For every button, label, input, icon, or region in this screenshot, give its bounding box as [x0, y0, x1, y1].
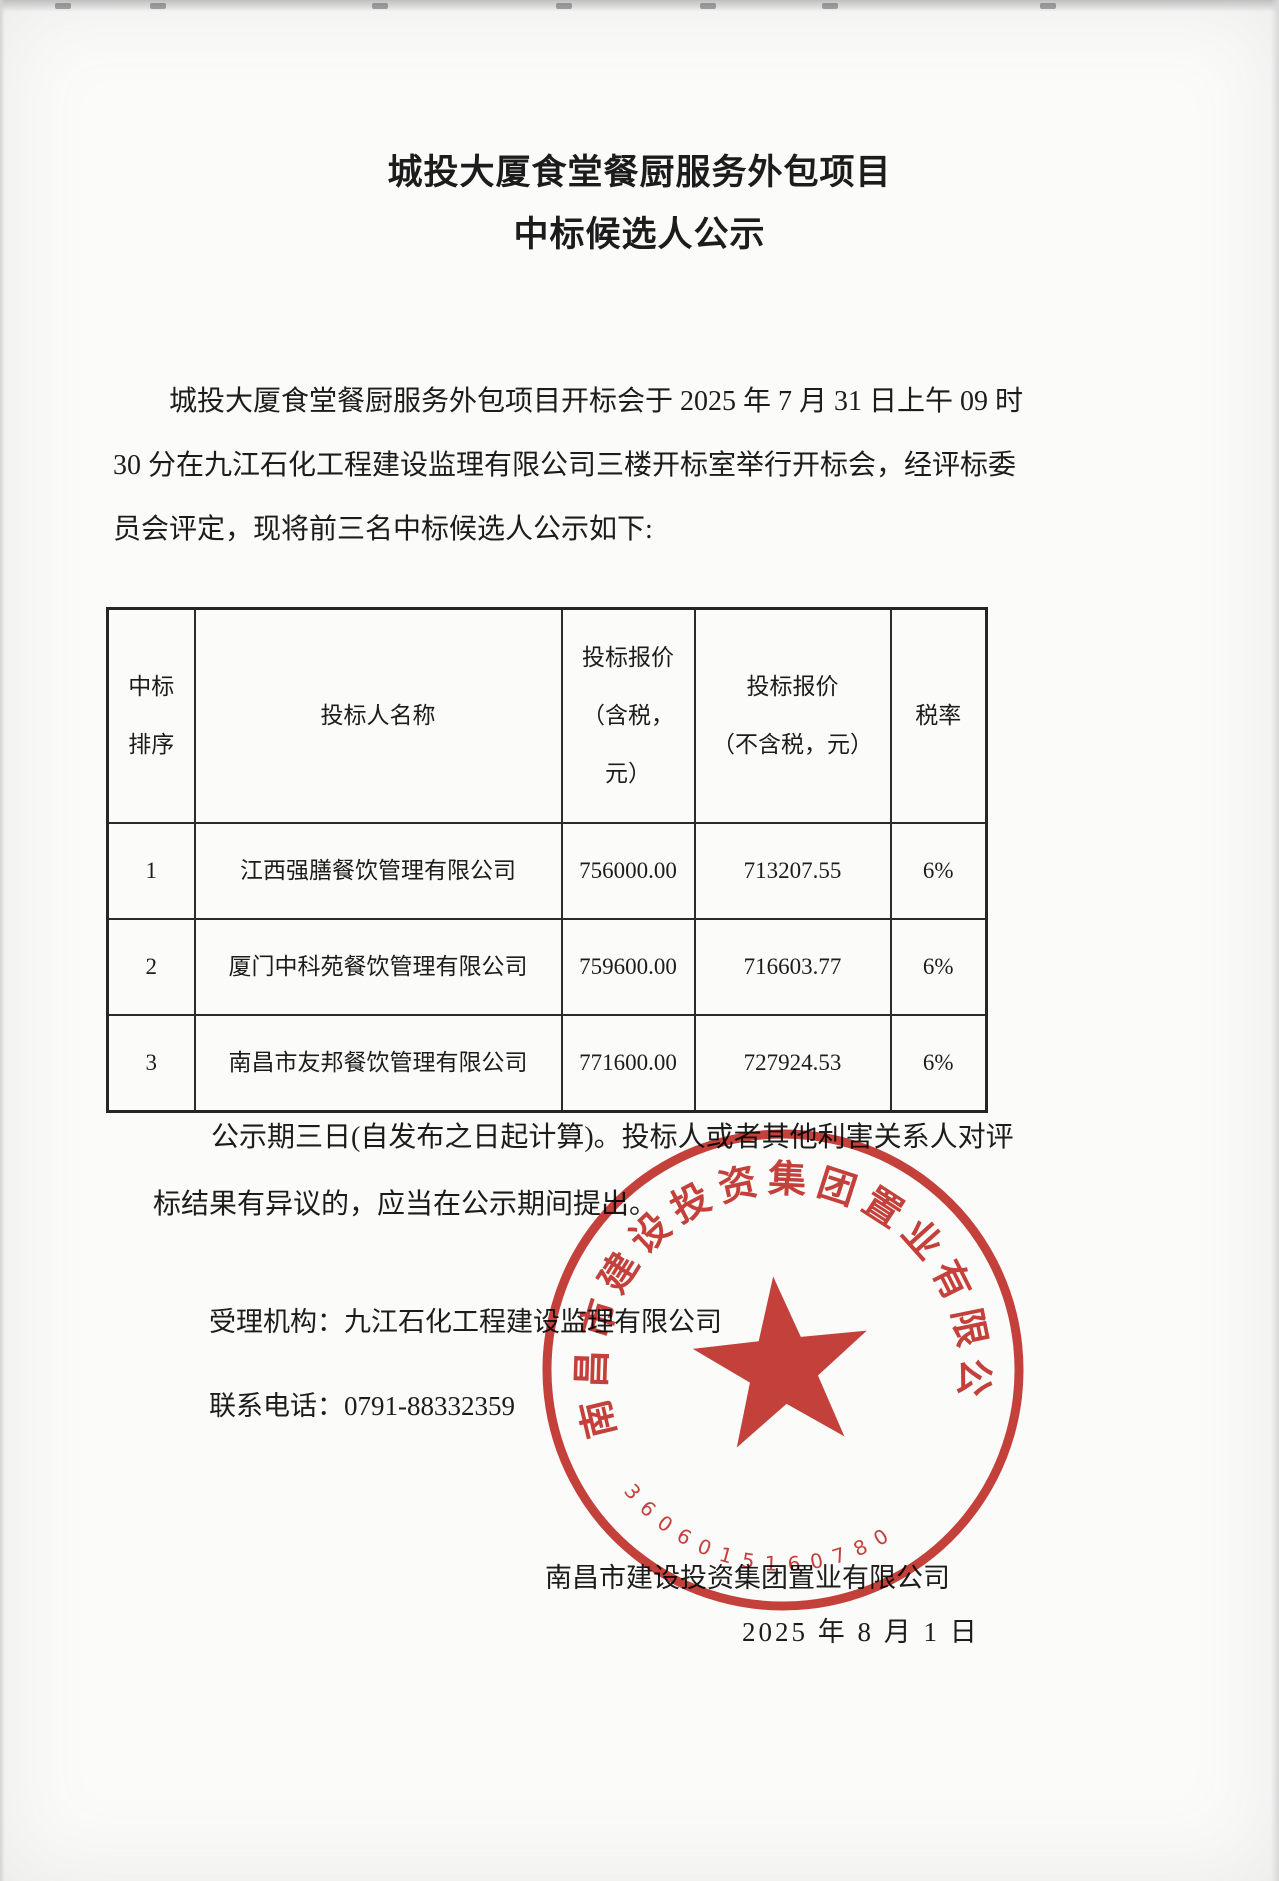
cell-rank: 3 [106, 1014, 196, 1113]
scan-artifact [55, 3, 71, 9]
cell-tax-rate: 6% [889, 822, 988, 920]
cell-bidder-name: 厦门中科苑餐饮管理有限公司 [193, 918, 563, 1016]
intro-line: 城投大厦食堂餐厨服务外包项目开标会于 2025 年 7 月 31 日上午 09 … [169, 386, 1024, 417]
table-row: 1 江西强膳餐饮管理有限公司 756000.00 713207.55 6% [106, 822, 988, 920]
cell-price-with-tax: 759600.00 [560, 918, 696, 1016]
agency-line: 受理机构：九江石化工程建设监理有限公司 [209, 1307, 722, 1337]
cell-tax-rate: 6% [889, 918, 988, 1016]
scan-edge-top [0, 0, 1279, 12]
bid-candidates-table: 中标 排序 投标人名称 投标报价 （含税， 元） 投标报价 （不含税，元） 税率… [106, 607, 988, 1113]
cell-tax-rate: 6% [889, 1014, 988, 1113]
cell-bidder-name: 南昌市友邦餐饮管理有限公司 [193, 1014, 563, 1113]
cell-price-without-tax: 713207.55 [693, 822, 892, 920]
header-bidder-name: 投标人名称 [193, 607, 563, 824]
signature-date: 2025 年 8 月 1 日 [742, 1617, 980, 1647]
notice-line: 公示期三日(自发布之日起计算)。投标人或者其他利害关系人对评 [211, 1122, 1014, 1153]
cell-price-with-tax: 771600.00 [560, 1014, 696, 1113]
scan-artifact [372, 3, 388, 9]
table-header-row: 中标 排序 投标人名称 投标报价 （含税， 元） 投标报价 （不含税，元） 税率 [106, 607, 988, 824]
document-title-line2: 中标候选人公示 [513, 215, 766, 254]
official-seal-stamp: 南昌市建设投资集团置业有限公司 3606015160780 [508, 1095, 1024, 1611]
document-title-line1: 城投大厦食堂餐厨服务外包项目 [387, 153, 892, 192]
notice-line: 标结果有异议的，应当在公示期间提出。 [153, 1189, 658, 1220]
scan-artifact [822, 3, 838, 9]
scan-artifact [700, 3, 716, 9]
scan-artifact [556, 3, 572, 9]
seal-ring [542, 1129, 1024, 1611]
intro-paragraph: 城投大厦食堂餐厨服务外包项目开标会于 2025 年 7 月 31 日上午 09 … [113, 370, 1024, 562]
table-row: 3 南昌市友邦餐饮管理有限公司 771600.00 727924.53 6% [106, 1014, 988, 1113]
phone-line: 联系电话：0791-88332359 [209, 1391, 515, 1421]
header-price-without-tax: 投标报价 （不含税，元） [693, 607, 892, 824]
cell-price-without-tax: 716603.77 [693, 918, 892, 1016]
header-tax-rate: 税率 [889, 607, 988, 824]
cell-price-with-tax: 756000.00 [560, 822, 696, 920]
cell-price-without-tax: 727924.53 [693, 1014, 892, 1113]
scan-artifact [1040, 3, 1056, 9]
header-price-with-tax: 投标报价 （含税， 元） [560, 607, 696, 824]
scan-edge-right [1271, 0, 1279, 1881]
cell-rank: 2 [106, 918, 196, 1016]
scan-artifact [150, 3, 166, 9]
intro-line: 员会评定，现将前三名中标候选人公示如下: [113, 514, 653, 545]
header-rank: 中标 排序 [106, 607, 196, 824]
cell-rank: 1 [106, 822, 196, 920]
table-row: 2 厦门中科苑餐饮管理有限公司 759600.00 716603.77 6% [106, 918, 988, 1016]
cell-bidder-name: 江西强膳餐饮管理有限公司 [193, 822, 563, 920]
intro-line: 30 分在九江石化工程建设监理有限公司三楼开标室举行开标会，经评标委 [113, 450, 1017, 481]
document-title: 城投大厦食堂餐厨服务外包项目 中标候选人公示 [0, 142, 1279, 266]
notice-paragraph: 公示期三日(自发布之日起计算)。投标人或者其他利害关系人对评 标结果有异议的，应… [153, 1104, 1014, 1238]
star-icon [692, 1276, 867, 1448]
scan-edge-left [0, 0, 5, 1881]
